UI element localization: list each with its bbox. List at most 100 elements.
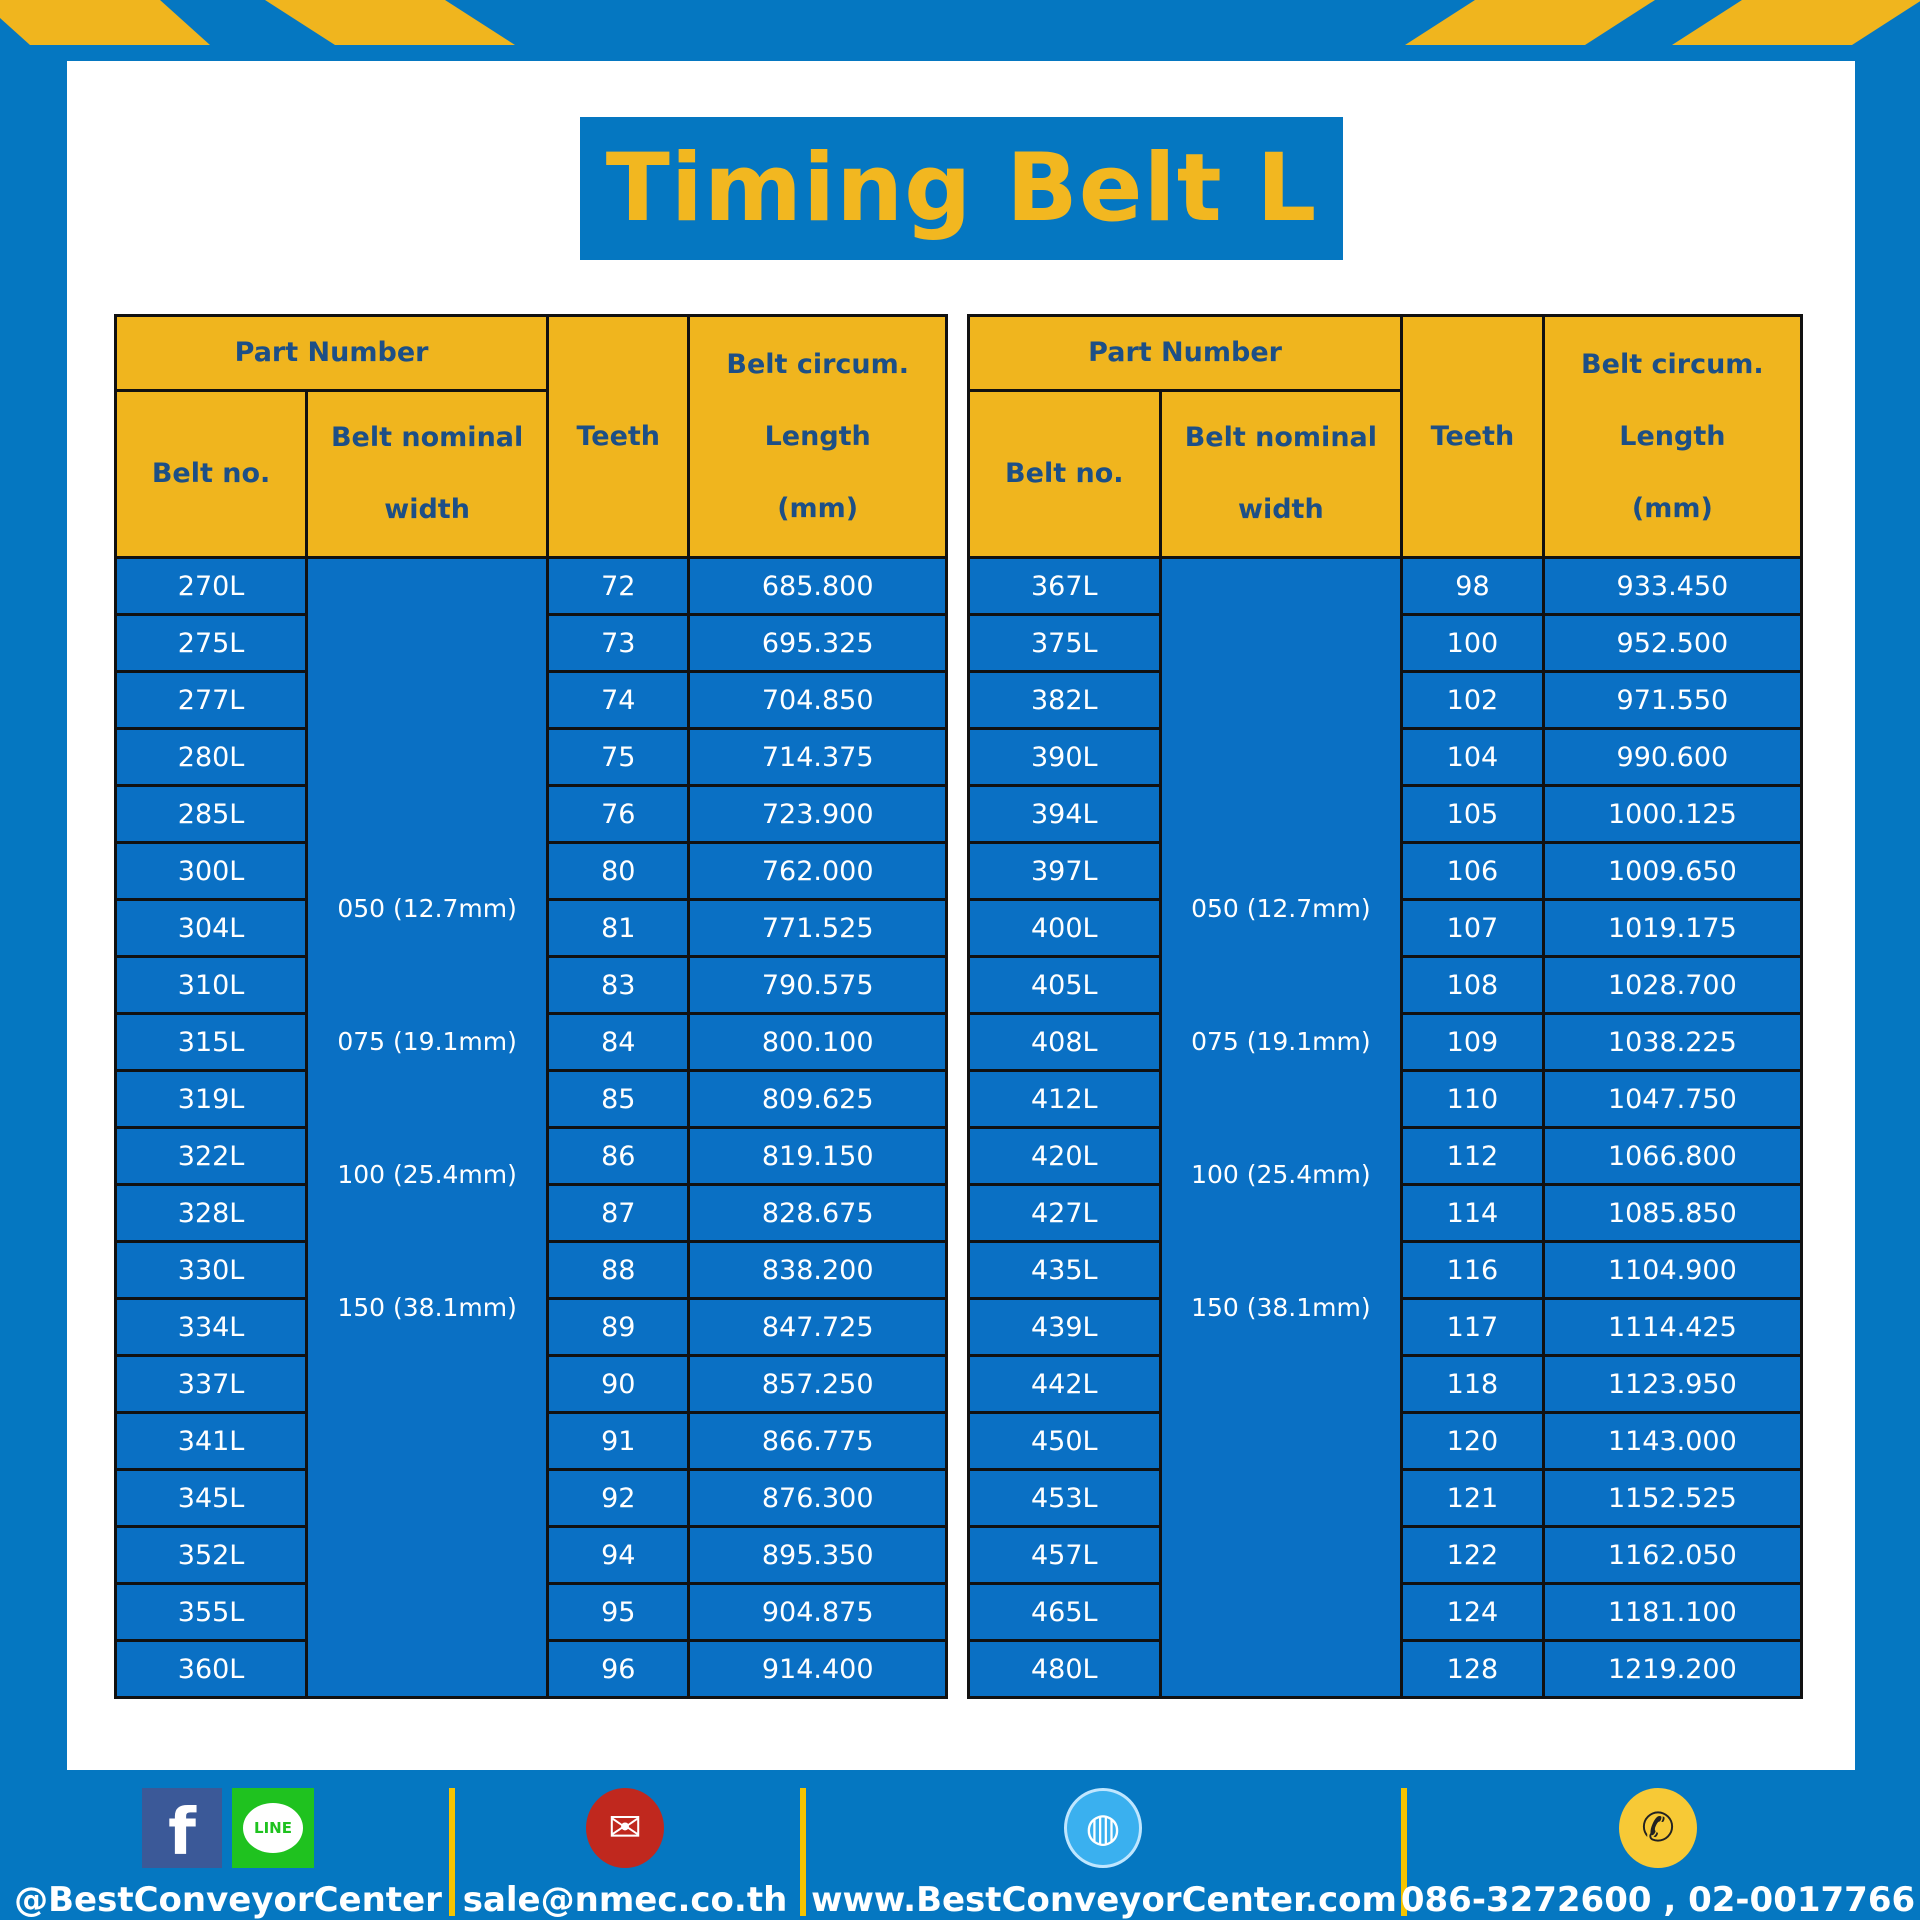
- belt-no-cell: 275L: [113, 613, 309, 673]
- belt-no-cell: 360L: [113, 1639, 309, 1699]
- belt-no-cell: 355L: [113, 1582, 309, 1642]
- length-cell: 809.625: [687, 1069, 948, 1129]
- teeth-cell: 87: [546, 1183, 691, 1243]
- table-row: 322L 86 819.150: [113, 1126, 948, 1186]
- table-row: 400L 107 1019.175: [967, 898, 1804, 958]
- belt-no-cell: 405L: [967, 955, 1162, 1015]
- teeth-cell: 89: [546, 1297, 691, 1357]
- belt-no-cell: 345L: [113, 1468, 309, 1528]
- part-number-header: Part Number: [113, 314, 550, 392]
- teeth-cell: 80: [546, 841, 691, 901]
- length-cell: 1038.225: [1541, 1012, 1804, 1072]
- belt-no-cell: 450L: [967, 1411, 1162, 1471]
- belt-width-cell: 050 (12.7mm) 075 (19.1mm) 100 (25.4mm) 150 …: [1158, 556, 1404, 1699]
- table-row: 337L 90 857.250: [113, 1354, 948, 1414]
- belt-no-cell: 334L: [113, 1297, 309, 1357]
- table-row: 435L 116 1104.900: [967, 1240, 1804, 1300]
- length-cell: 762.000: [687, 841, 948, 901]
- table-row: 405L 108 1028.700: [967, 955, 1804, 1015]
- teeth-cell: 91: [546, 1411, 691, 1471]
- width-option: 150 (38.1mm): [337, 1293, 517, 1322]
- length-cell: 1009.650: [1541, 841, 1804, 901]
- teeth-cell: 95: [546, 1582, 691, 1642]
- length-cell: 933.450: [1541, 556, 1804, 616]
- belt-no-cell: 322L: [113, 1126, 309, 1186]
- length-cell: 895.350: [687, 1525, 948, 1585]
- belt-no-cell: 341L: [113, 1411, 309, 1471]
- width-option: 050 (12.7mm): [1191, 894, 1371, 923]
- phone-numbers[interactable]: 086-3272600 , 02-0017766: [1400, 1880, 1916, 1920]
- length-cell: 914.400: [687, 1639, 948, 1699]
- table-row: 390L 104 990.600: [967, 727, 1804, 787]
- table-row: 341L 91 866.775: [113, 1411, 948, 1471]
- teeth-cell: 116: [1400, 1240, 1545, 1300]
- teeth-cell: 96: [546, 1639, 691, 1699]
- teeth-cell: 108: [1400, 955, 1545, 1015]
- table-row: 355L 95 904.875: [113, 1582, 948, 1642]
- belt-no-cell: 400L: [967, 898, 1162, 958]
- social-handle[interactable]: @BestConveyorCenter: [14, 1880, 442, 1920]
- belt-table-right: Part Number Teeth Belt circum. Length (mm)…: [966, 314, 1804, 1699]
- length-cell: 904.875: [687, 1582, 948, 1642]
- table-row: 394L 105 1000.125: [967, 784, 1804, 844]
- length-cell: 1181.100: [1541, 1582, 1804, 1642]
- teeth-cell: 104: [1400, 727, 1545, 787]
- facebook-icon[interactable]: f: [142, 1788, 222, 1870]
- belt-no-cell: 408L: [967, 1012, 1162, 1072]
- belt-no-header: Belt no.: [967, 389, 1162, 559]
- belt-no-cell: 328L: [113, 1183, 309, 1243]
- teeth-cell: 84: [546, 1012, 691, 1072]
- table-row: 275L 73 695.325: [113, 613, 948, 673]
- length-cell: 1162.050: [1541, 1525, 1804, 1585]
- belt-no-cell: 435L: [967, 1240, 1162, 1300]
- width-option: 075 (19.1mm): [337, 1027, 517, 1056]
- length-cell: 685.800: [687, 556, 948, 616]
- divider: [449, 1788, 455, 1916]
- belt-no-cell: 465L: [967, 1582, 1162, 1642]
- length-cell: 771.525: [687, 898, 948, 958]
- belt-no-cell: 315L: [113, 1012, 309, 1072]
- table-row: 397L 106 1009.650: [967, 841, 1804, 901]
- table-row: 427L 114 1085.850: [967, 1183, 1804, 1243]
- table-row: 328L 87 828.675: [113, 1183, 948, 1243]
- length-cell: 695.325: [687, 613, 948, 673]
- teeth-cell: 86: [546, 1126, 691, 1186]
- length-cell: 838.200: [687, 1240, 948, 1300]
- teeth-cell: 90: [546, 1354, 691, 1414]
- length-cell: 1047.750: [1541, 1069, 1804, 1129]
- table-row: 382L 102 971.550: [967, 670, 1804, 730]
- length-cell: 1000.125: [1541, 784, 1804, 844]
- teeth-header: Teeth: [1400, 314, 1545, 559]
- email-link[interactable]: sale@nmec.co.th: [462, 1880, 788, 1920]
- table-row: 280L 75 714.375: [113, 727, 948, 787]
- belt-no-cell: 375L: [967, 613, 1162, 673]
- globe-icon: ◍: [1064, 1788, 1142, 1868]
- teeth-cell: 122: [1400, 1525, 1545, 1585]
- teeth-cell: 81: [546, 898, 691, 958]
- decor-stripe: [1405, 0, 1655, 45]
- website-link[interactable]: www.BestConveyorCenter.com: [811, 1880, 1397, 1920]
- table-row: 367L 050 (12.7mm) 075 (19.1mm) 100 (25.4mm)…: [967, 556, 1804, 1699]
- length-cell: 1028.700: [1541, 955, 1804, 1015]
- teeth-cell: 114: [1400, 1183, 1545, 1243]
- line-icon[interactable]: LINE: [232, 1788, 314, 1868]
- length-cell: 828.675: [687, 1183, 948, 1243]
- length-cell: 1152.525: [1541, 1468, 1804, 1528]
- table-row: 465L 124 1181.100: [967, 1582, 1804, 1642]
- teeth-cell: 75: [546, 727, 691, 787]
- decor-stripe: [1672, 0, 1920, 45]
- divider: [1401, 1788, 1407, 1916]
- table-row: 304L 81 771.525: [113, 898, 948, 958]
- table-row: 345L 92 876.300: [113, 1468, 948, 1528]
- width-option: 100 (25.4mm): [1191, 1160, 1371, 1189]
- teeth-cell: 74: [546, 670, 691, 730]
- belt-no-cell: 319L: [113, 1069, 309, 1129]
- teeth-cell: 118: [1400, 1354, 1545, 1414]
- length-cell: 857.250: [687, 1354, 948, 1414]
- length-cell: 723.900: [687, 784, 948, 844]
- length-cell: 1123.950: [1541, 1354, 1804, 1414]
- belt-width-header: Belt nominal width: [305, 389, 550, 559]
- phone-icon: ✆: [1619, 1788, 1697, 1868]
- length-cell: 819.150: [687, 1126, 948, 1186]
- table-row: 420L 112 1066.800: [967, 1126, 1804, 1186]
